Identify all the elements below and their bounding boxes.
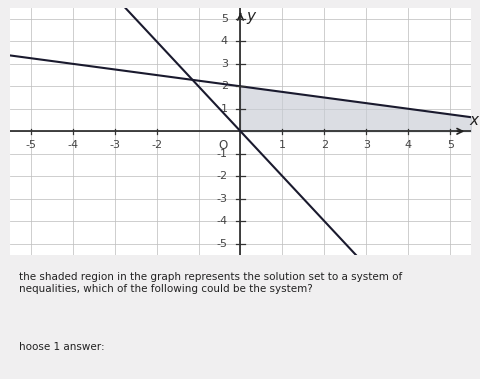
Text: -1: -1 — [216, 149, 228, 159]
Text: -5: -5 — [216, 239, 228, 249]
Text: 2: 2 — [220, 81, 228, 91]
Text: -2: -2 — [216, 171, 228, 181]
Text: 3: 3 — [362, 140, 369, 150]
Text: 4: 4 — [404, 140, 411, 150]
Text: 1: 1 — [278, 140, 286, 150]
Text: -3: -3 — [109, 140, 120, 150]
Text: y: y — [246, 9, 255, 24]
Text: -2: -2 — [151, 140, 162, 150]
Text: 5: 5 — [220, 14, 228, 24]
Text: the shaded region in the graph represents the solution set to a system of
nequal: the shaded region in the graph represent… — [19, 273, 401, 294]
Text: 5: 5 — [446, 140, 453, 150]
Text: 4: 4 — [220, 36, 228, 46]
Text: 3: 3 — [220, 59, 228, 69]
Text: -4: -4 — [216, 216, 228, 226]
Text: O: O — [218, 139, 228, 152]
Text: -3: -3 — [216, 194, 228, 204]
Text: -4: -4 — [67, 140, 78, 150]
Text: x: x — [468, 113, 477, 128]
Text: 1: 1 — [220, 104, 228, 114]
Text: -5: -5 — [25, 140, 36, 150]
Text: 2: 2 — [320, 140, 327, 150]
Text: hoose 1 answer:: hoose 1 answer: — [19, 342, 104, 352]
